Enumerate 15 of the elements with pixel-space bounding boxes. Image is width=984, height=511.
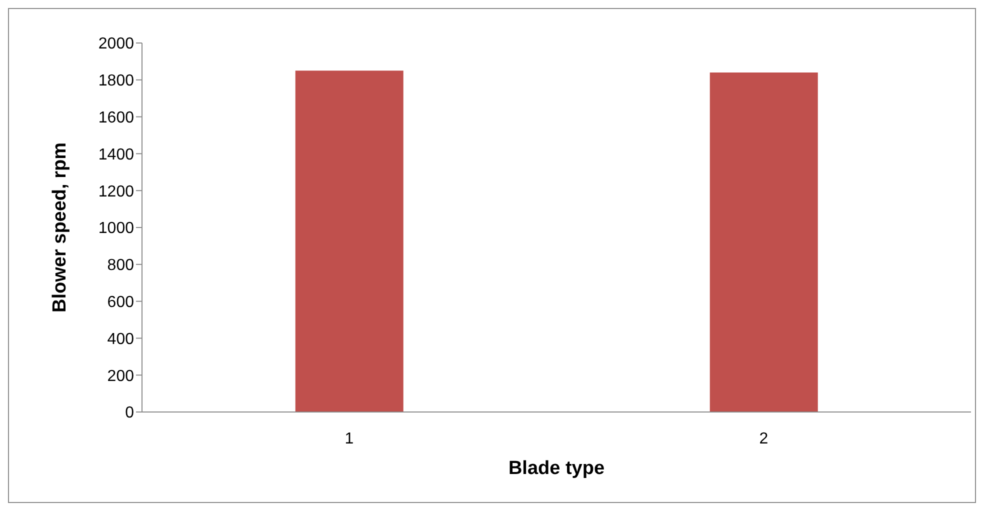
x-tick-label: 2 <box>759 430 768 448</box>
y-tick-label: 600 <box>107 294 134 311</box>
x-tick-label: 1 <box>344 430 354 448</box>
y-tick-label: 800 <box>107 257 134 274</box>
y-tick-label: 1600 <box>98 109 134 126</box>
y-tick-label: 1800 <box>98 72 134 90</box>
y-tick-label: 200 <box>107 368 134 385</box>
y-tick-label: 400 <box>107 330 134 348</box>
y-axis-title: Blower speed, rpm <box>50 142 71 312</box>
y-tick-label: 0 <box>125 404 134 422</box>
x-axis-title: Blade type <box>508 458 605 479</box>
y-tick-label: 2000 <box>98 36 134 53</box>
y-tick-label: 1200 <box>98 183 134 200</box>
y-tick-label: 1000 <box>98 220 134 238</box>
y-tick-label: 1400 <box>98 146 134 164</box>
